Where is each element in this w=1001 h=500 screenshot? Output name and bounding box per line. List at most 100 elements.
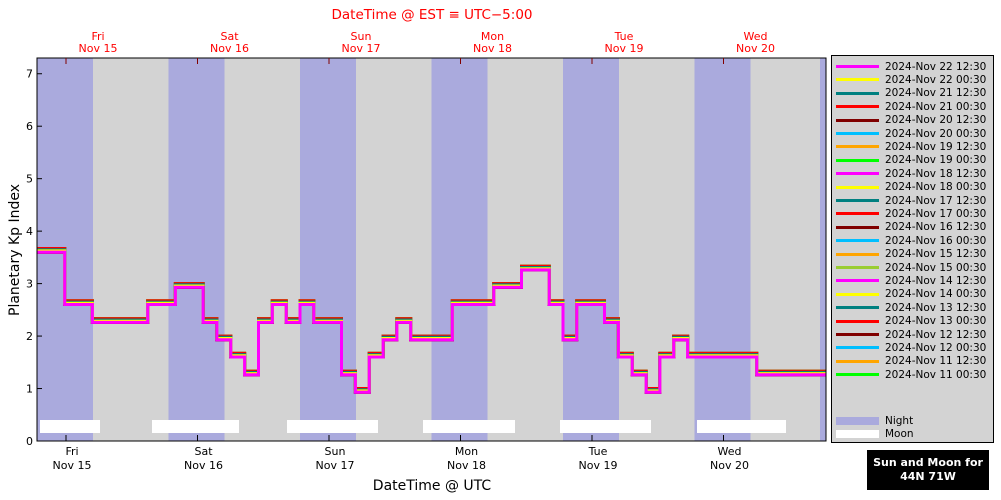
- legend-item: 2024-Nov 14 12:30: [836, 274, 986, 287]
- legend-label: 2024-Nov 17 12:30: [885, 195, 986, 207]
- legend-swatch: [836, 417, 879, 425]
- legend-label: 2024-Nov 18 12:30: [885, 168, 986, 180]
- y-tick-label: 7: [26, 68, 33, 81]
- legend-swatch: [836, 132, 879, 135]
- legend-swatch: [836, 430, 879, 438]
- legend-item: 2024-Nov 13 12:30: [836, 301, 986, 314]
- badge-line-1: Sun and Moon for: [867, 456, 989, 470]
- legend-label: 2024-Nov 11 00:30: [885, 369, 986, 381]
- legend-label: 2024-Nov 20 12:30: [885, 114, 986, 126]
- legend-item: Night: [836, 414, 913, 427]
- legend-item: 2024-Nov 22 00:30: [836, 73, 986, 86]
- y-tick-label: 5: [26, 173, 33, 186]
- badge-line-2: 44N 71W: [867, 470, 989, 484]
- x-tick-date: Nov 15: [53, 459, 92, 472]
- legend-item: Moon: [836, 427, 914, 440]
- legend-label: 2024-Nov 16 00:30: [885, 235, 986, 247]
- y-tick-label: 3: [26, 278, 33, 291]
- legend-item: 2024-Nov 16 00:30: [836, 234, 986, 247]
- legend-label: 2024-Nov 19 12:30: [885, 141, 986, 153]
- legend-swatch: [836, 373, 879, 376]
- x-tick-dow: Mon: [455, 445, 478, 458]
- y-tick-label: 1: [26, 383, 33, 396]
- x-tick-dow: Wed: [718, 445, 742, 458]
- legend-item: 2024-Nov 15 12:30: [836, 248, 986, 261]
- legend-item: 2024-Nov 18 12:30: [836, 167, 986, 180]
- legend-swatch: [836, 279, 879, 282]
- legend-label: 2024-Nov 20 00:30: [885, 128, 986, 140]
- night-band: [820, 58, 826, 441]
- legend-swatch: [836, 92, 879, 95]
- legend-item: 2024-Nov 12 00:30: [836, 341, 986, 354]
- legend-item: 2024-Nov 17 00:30: [836, 207, 986, 220]
- y-tick-label: 0: [26, 435, 33, 448]
- x-tick-dow: Sun: [325, 445, 346, 458]
- moon-bar: [152, 420, 239, 433]
- legend-swatch: [836, 119, 879, 122]
- top-tick-date: Nov 20: [736, 42, 775, 55]
- legend-label: 2024-Nov 18 00:30: [885, 181, 986, 193]
- legend-swatch: [836, 333, 879, 336]
- legend-label: 2024-Nov 11 12:30: [885, 355, 986, 367]
- legend-swatch: [836, 360, 879, 363]
- legend-label: 2024-Nov 14 12:30: [885, 275, 986, 287]
- legend-swatch: [836, 306, 879, 309]
- moon-bar: [40, 420, 100, 433]
- legend-swatch: [836, 78, 879, 81]
- night-band: [695, 58, 751, 441]
- legend-item: 2024-Nov 14 00:30: [836, 288, 986, 301]
- x-tick-dow: Tue: [588, 445, 608, 458]
- x-axis-title: DateTime @ UTC: [373, 478, 492, 494]
- legend-swatch: [836, 320, 879, 323]
- legend-item: 2024-Nov 18 00:30: [836, 181, 986, 194]
- night-band: [432, 58, 488, 441]
- top-tick-date: Nov 15: [79, 42, 118, 55]
- legend-item: 2024-Nov 20 00:30: [836, 127, 986, 140]
- legend-swatch: [836, 65, 879, 68]
- legend-swatch: [836, 199, 879, 202]
- legend-swatch: [836, 186, 879, 189]
- legend-label: Moon: [885, 428, 914, 440]
- y-axis-title: Planetary Kp Index: [7, 184, 23, 316]
- legend-swatch: [836, 266, 879, 269]
- legend-item: 2024-Nov 22 12:30: [836, 60, 986, 73]
- legend-label: 2024-Nov 16 12:30: [885, 221, 986, 233]
- legend-label: 2024-Nov 21 00:30: [885, 101, 986, 113]
- legend-label: 2024-Nov 19 00:30: [885, 154, 986, 166]
- legend-swatch: [836, 145, 879, 148]
- legend-item: 2024-Nov 21 12:30: [836, 87, 986, 100]
- legend-label: 2024-Nov 14 00:30: [885, 288, 986, 300]
- night-band: [300, 58, 356, 441]
- legend-item: 2024-Nov 13 00:30: [836, 315, 986, 328]
- moon-bar: [560, 420, 651, 433]
- top-tick-date: Nov 16: [210, 42, 249, 55]
- top-tick-date: Nov 19: [605, 42, 644, 55]
- top-title: DateTime @ EST ≡ UTC−5:00: [331, 7, 532, 23]
- top-tick-date: Nov 17: [342, 42, 381, 55]
- night-band: [169, 58, 225, 441]
- legend-item: 2024-Nov 11 00:30: [836, 368, 986, 381]
- x-tick-date: Nov 17: [316, 459, 355, 472]
- day-night-background: [37, 58, 826, 441]
- y-tick-label: 2: [26, 330, 33, 343]
- legend-item: 2024-Nov 19 12:30: [836, 140, 986, 153]
- legend-item: 2024-Nov 12 12:30: [836, 328, 986, 341]
- sun-moon-badge: Sun and Moon for 44N 71W: [867, 450, 989, 490]
- x-tick-dow: Sat: [194, 445, 213, 458]
- legend-label: 2024-Nov 13 12:30: [885, 302, 986, 314]
- legend-swatch: [836, 105, 879, 108]
- x-tick-date: Nov 19: [579, 459, 618, 472]
- legend-label: 2024-Nov 22 12:30: [885, 61, 986, 73]
- legend-swatch: [836, 212, 879, 215]
- moon-bar: [697, 420, 786, 433]
- legend: 2024-Nov 22 12:30 2024-Nov 22 00:30 2024-N…: [831, 55, 994, 443]
- legend-swatch: [836, 293, 879, 296]
- legend-item: 2024-Nov 17 12:30: [836, 194, 986, 207]
- legend-label: 2024-Nov 21 12:30: [885, 87, 986, 99]
- legend-label: 2024-Nov 12 12:30: [885, 329, 986, 341]
- legend-swatch: [836, 239, 879, 242]
- legend-label: 2024-Nov 17 00:30: [885, 208, 986, 220]
- x-tick-date: Nov 16: [184, 459, 223, 472]
- legend-label: 2024-Nov 15 12:30: [885, 248, 986, 260]
- x-tick-dow: Fri: [65, 445, 78, 458]
